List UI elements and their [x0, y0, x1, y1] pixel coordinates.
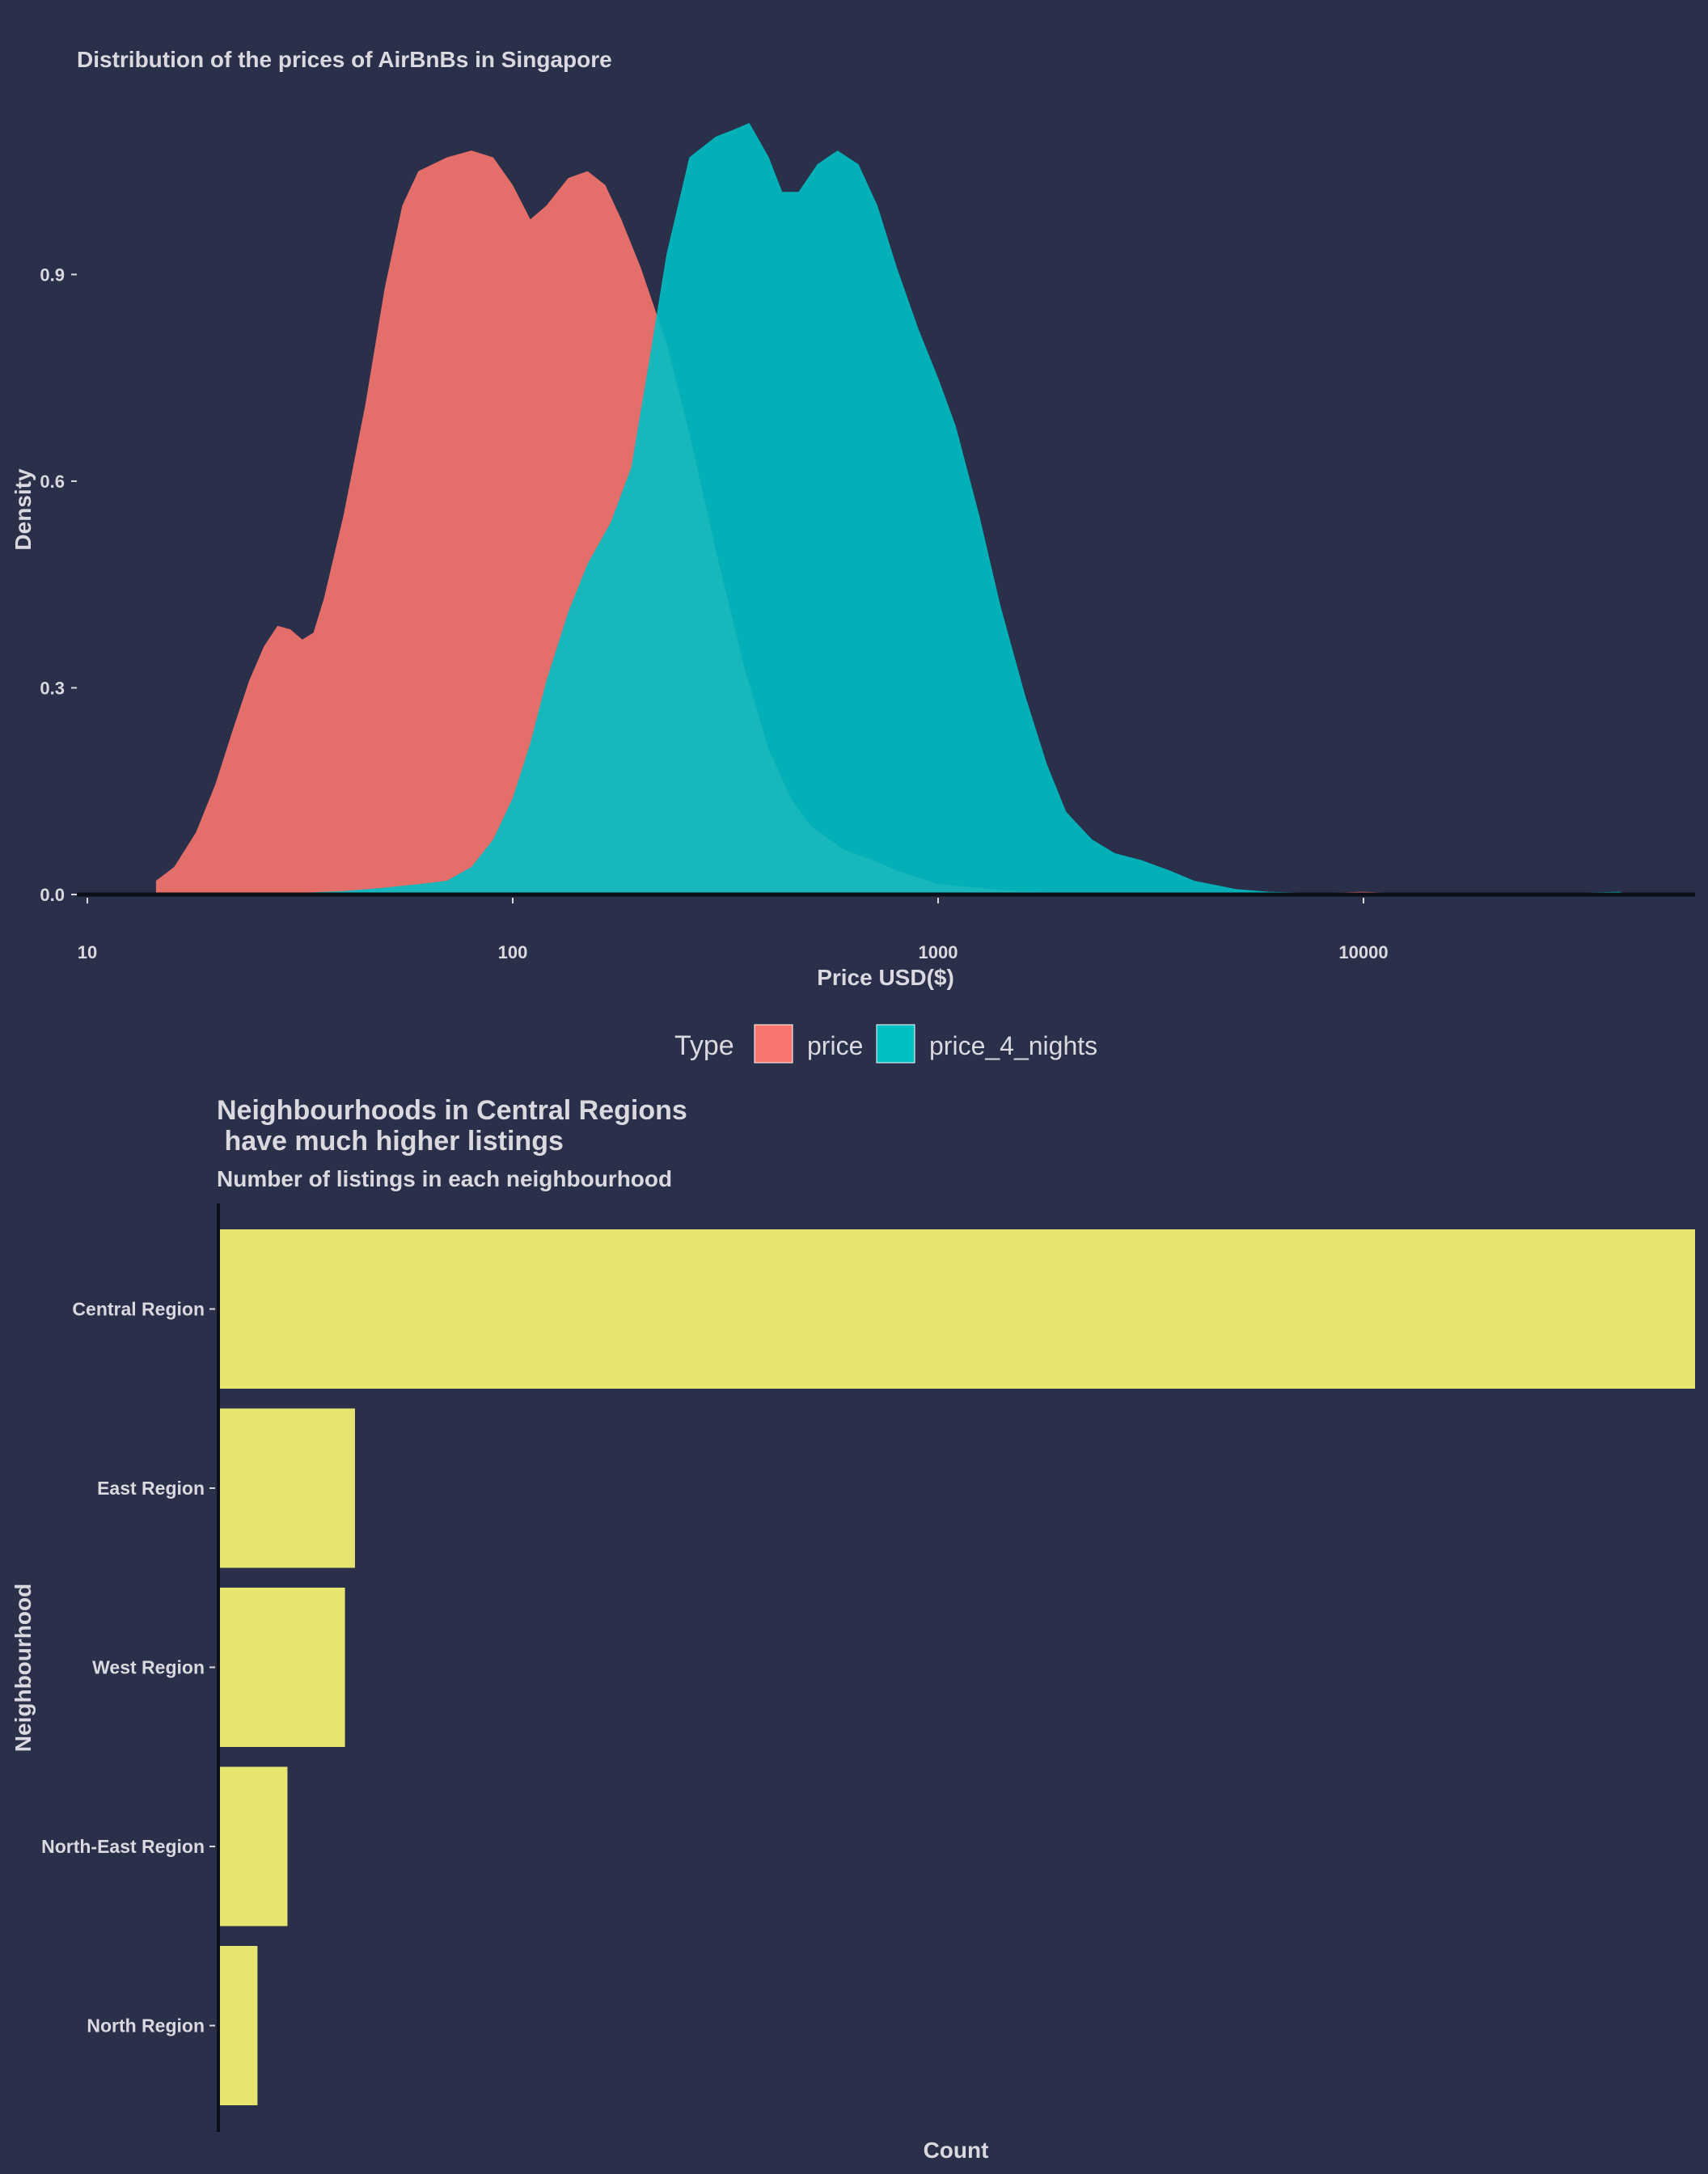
bar-north-east-region: [220, 1766, 288, 1927]
density-y-tick-label: 0.3: [40, 678, 65, 698]
bar-north-region: [220, 1946, 258, 2105]
bar-category-label: East Region: [97, 1478, 205, 1499]
bar-east-region: [220, 1408, 355, 1568]
density-x-tick-label: 10: [78, 942, 97, 962]
legend-key-price: [754, 1024, 793, 1064]
bar-chart: Neighbourhoods in Central Regions have m…: [11, 1095, 1695, 2163]
bar-y-axis-title: Neighbourhood: [11, 1584, 36, 1752]
bar-category-label: West Region: [92, 1657, 205, 1678]
density-x-tick-label: 10000: [1338, 942, 1388, 962]
bar-category-label: North Region: [87, 2015, 205, 2037]
bar-west-region: [220, 1588, 345, 1747]
density-y-ticks: 0.0 0.3 0.6 0.9: [40, 264, 77, 905]
density-area-price-4-nights: [256, 123, 1629, 895]
density-x-axis-title: Price USD($): [817, 965, 954, 990]
legend-title: Type: [674, 1030, 734, 1061]
density-x-tick-label: 1000: [919, 942, 958, 962]
bar-chart-subtitle: Number of listings in each neighbourhood: [217, 1166, 672, 1191]
bar-category-label: Central Region: [72, 1299, 205, 1320]
density-x-tick-label: 100: [498, 942, 528, 962]
bar-chart-title-line: have much higher listings: [217, 1126, 564, 1157]
bar-central-region: [220, 1229, 1695, 1389]
bar-x-axis-title: Count: [924, 2138, 989, 2163]
bar-category-label: North-East Region: [41, 1836, 205, 1857]
bars: [220, 1229, 1695, 2105]
bar-category-labels: Central Region East Region West Region Nort…: [41, 1299, 215, 2037]
legend: Type price price_4_nights: [674, 1024, 1097, 1064]
density-x-ticks: 10 100 1000 10000: [78, 898, 1389, 962]
legend-key-price-4-nights: [876, 1024, 915, 1064]
legend-label-price-4-nights: price_4_nights: [929, 1031, 1097, 1060]
density-areas: [155, 123, 1629, 895]
density-y-axis-title: Density: [11, 468, 36, 551]
bar-chart-title: Neighbourhoods in Central Regions have m…: [217, 1095, 687, 1157]
density-y-tick-label: 0.0: [40, 885, 65, 905]
density-chart: Distribution of the prices of AirBnBs in…: [11, 47, 1695, 990]
density-area-price: [155, 150, 1620, 895]
bar-chart-title-line: Neighbourhoods in Central Regions: [217, 1095, 687, 1126]
legend-label-price: price: [807, 1031, 863, 1060]
density-chart-title: Distribution of the prices of AirBnBs in…: [77, 47, 612, 72]
density-y-tick-label: 0.9: [40, 264, 65, 285]
density-y-tick-label: 0.6: [40, 472, 65, 492]
